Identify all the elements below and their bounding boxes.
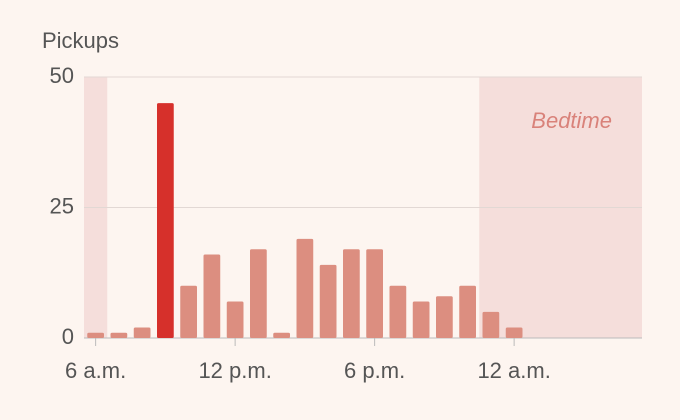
chart-title: Pickups xyxy=(42,28,119,53)
x-tick-label: 12 a.m. xyxy=(477,358,550,383)
x-tick-label: 12 p.m. xyxy=(198,358,271,383)
bar xyxy=(157,103,174,338)
bar xyxy=(110,332,128,338)
bar xyxy=(505,327,523,338)
y-tick-label: 25 xyxy=(50,193,74,218)
bar xyxy=(366,249,383,338)
bar xyxy=(482,311,500,338)
bar xyxy=(459,285,476,338)
bar xyxy=(180,285,197,338)
y-tick-label: 0 xyxy=(62,324,74,349)
bar xyxy=(226,301,244,338)
x-tick-label: 6 a.m. xyxy=(65,358,126,383)
bar xyxy=(436,296,453,338)
bar xyxy=(273,332,290,338)
bar xyxy=(412,301,430,338)
bar xyxy=(319,264,337,338)
bar xyxy=(203,254,221,338)
band-label: Bedtime xyxy=(531,108,612,133)
bar xyxy=(296,238,314,338)
bar xyxy=(343,249,360,338)
bar xyxy=(389,285,407,338)
x-tick-label: 6 p.m. xyxy=(344,358,405,383)
bar xyxy=(250,249,267,338)
bar xyxy=(133,327,151,338)
bar xyxy=(87,332,104,338)
y-tick-label: 50 xyxy=(50,63,74,88)
